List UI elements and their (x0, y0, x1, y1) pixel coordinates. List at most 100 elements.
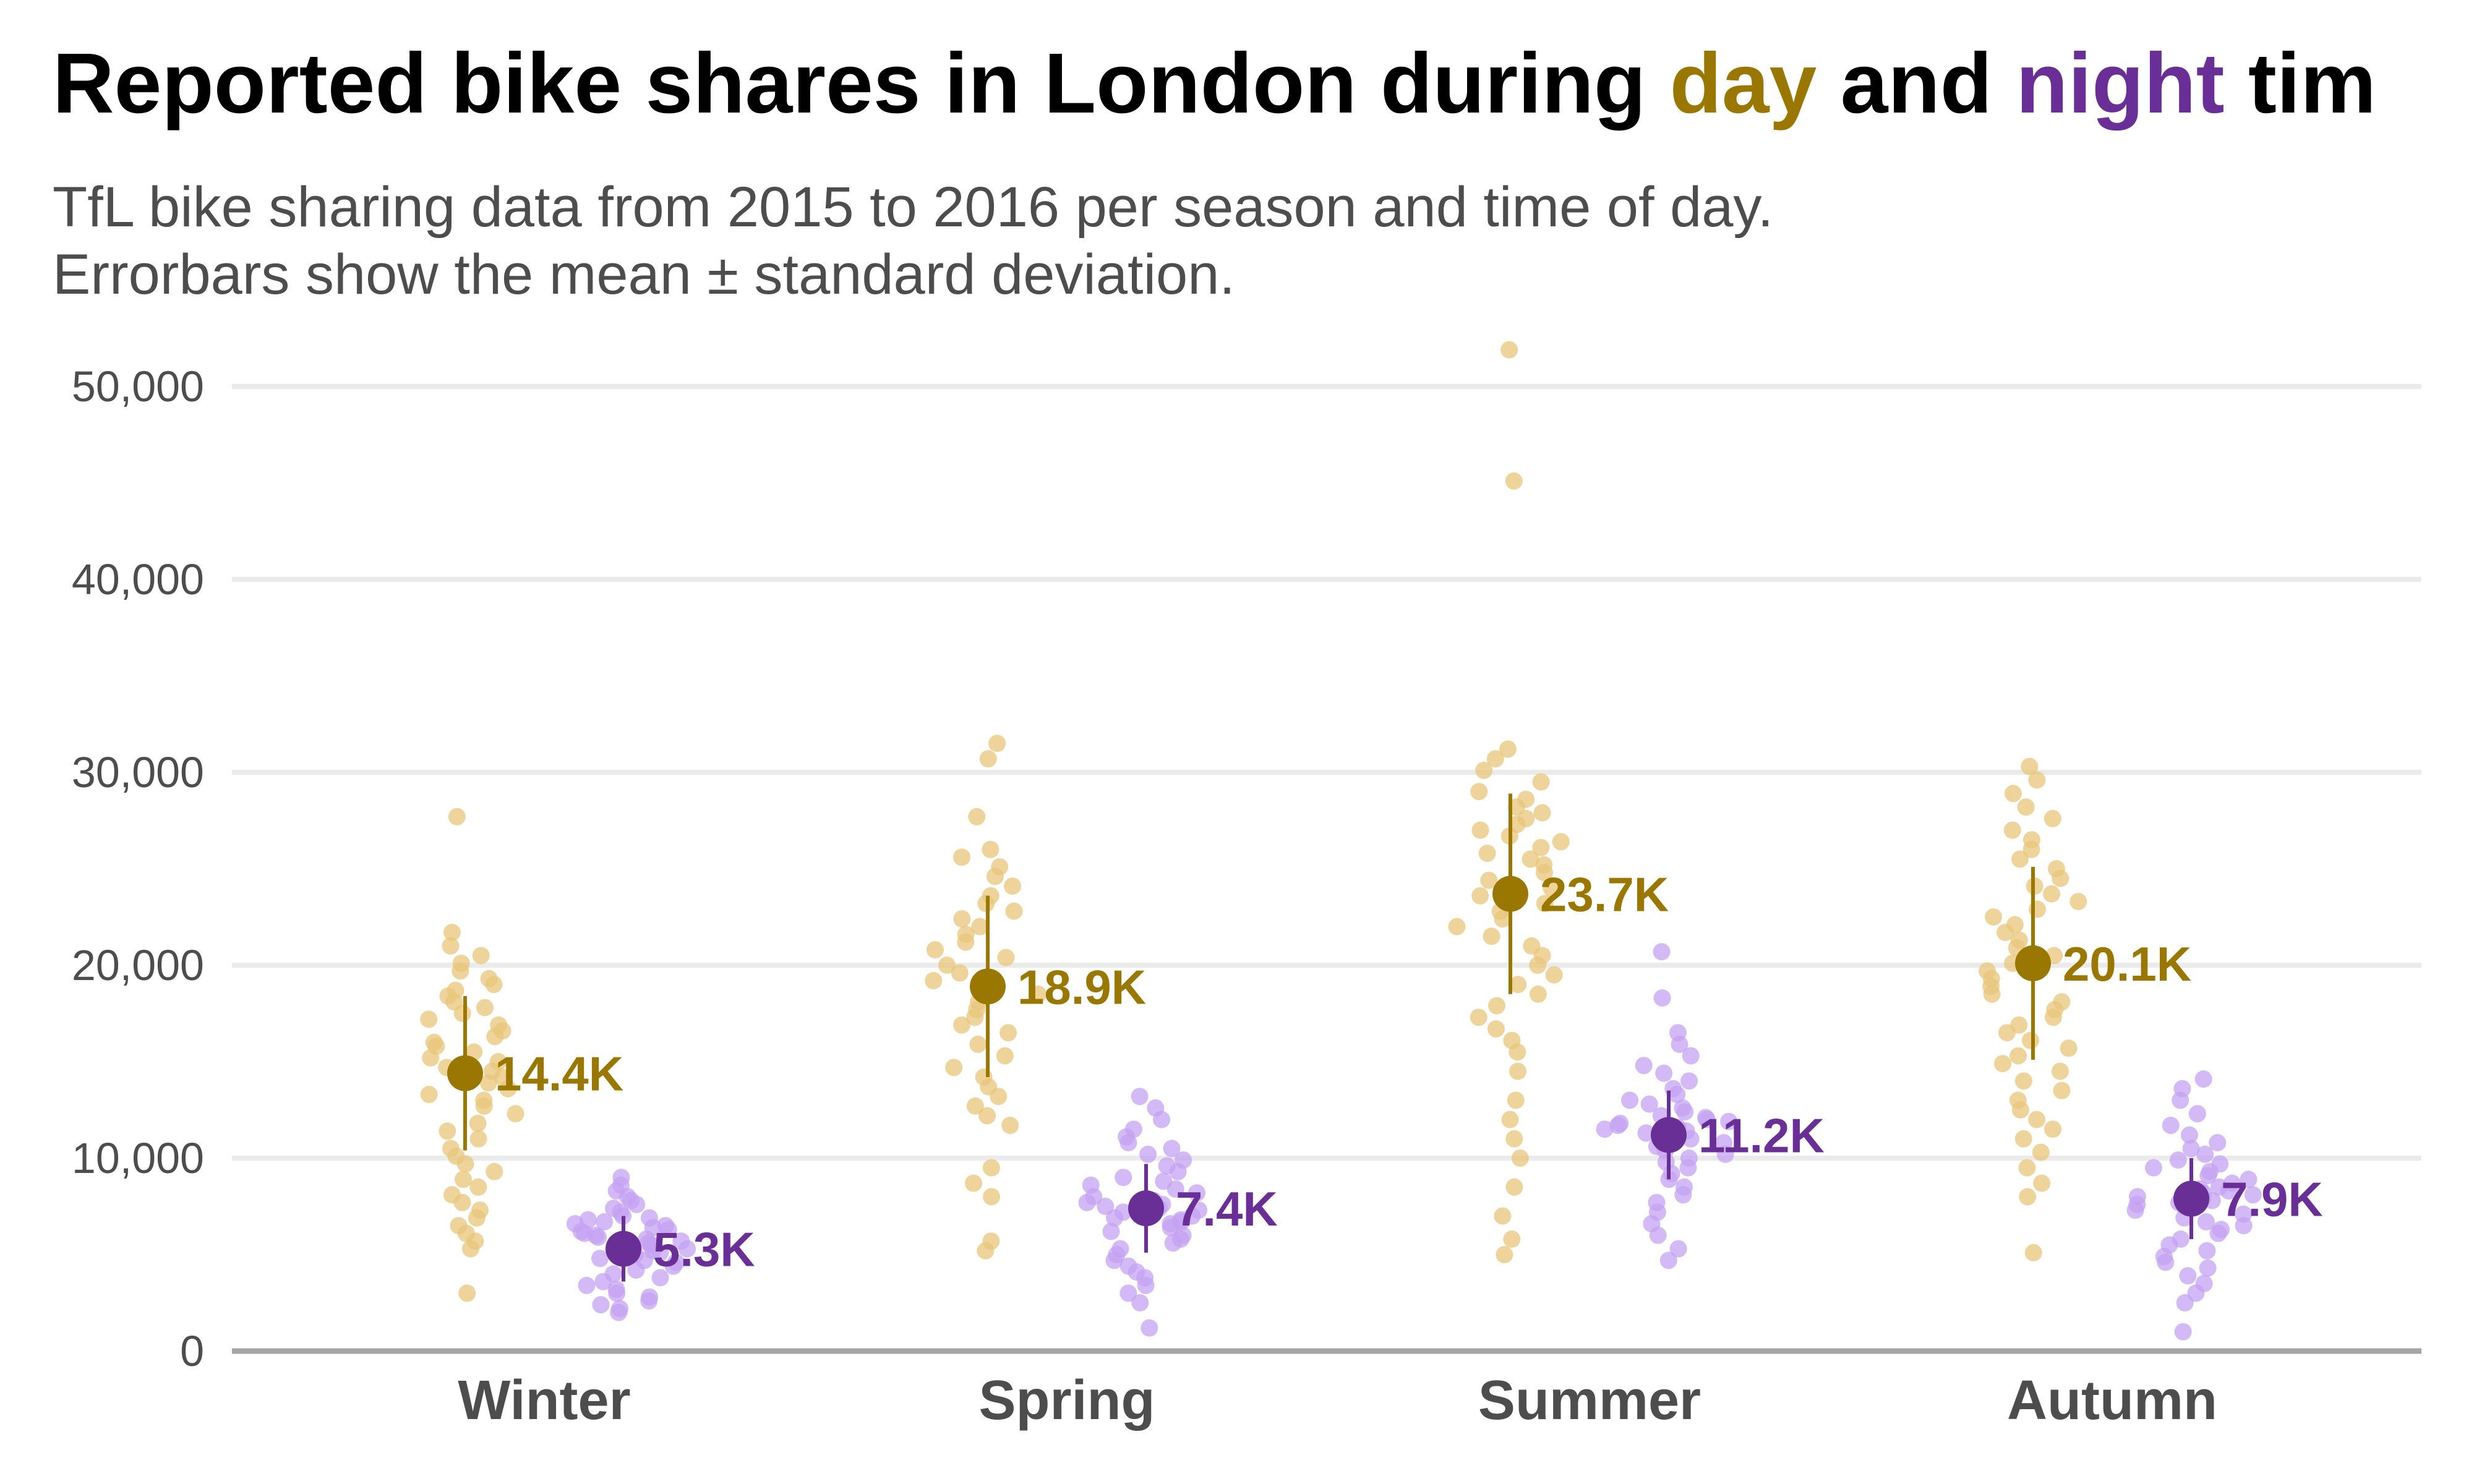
day-point (2070, 893, 2087, 910)
night-point (1680, 1072, 1698, 1090)
night-point (1097, 1198, 1115, 1215)
night-mean-label: 11.2K (1698, 1109, 1825, 1163)
plot-area: 0 10,000 20,000 30,000 40,000 50,000 Winter Spr… (72, 341, 2421, 1431)
night-point (1669, 1240, 1687, 1258)
night-point (2157, 1253, 2175, 1271)
day-point (1004, 877, 1021, 895)
day-point (1552, 833, 1570, 851)
night-point (1155, 1172, 1173, 1190)
night-point (1158, 1157, 1176, 1175)
night-point (651, 1243, 669, 1261)
night-point (1653, 989, 1671, 1007)
night-point (612, 1169, 630, 1187)
day-point (443, 924, 461, 941)
night-point (2199, 1259, 2217, 1277)
day-point (452, 954, 470, 972)
title-night-word: night (2016, 36, 2224, 131)
night-point (2182, 1140, 2200, 1158)
day-point (2024, 1243, 2042, 1261)
night-point (2174, 1323, 2192, 1341)
day-point (1475, 761, 1493, 779)
day-point (1994, 1055, 2011, 1073)
night-point (578, 1276, 596, 1294)
day-point (996, 1047, 1014, 1065)
subtitle-line-2: Errorbars show the mean ± standard devia… (53, 243, 1235, 306)
y-tick-label: 40,000 (72, 555, 204, 603)
day-point (1500, 341, 1518, 359)
day-point (999, 1024, 1017, 1042)
night-point (1124, 1120, 1142, 1138)
night-mean-point (606, 1230, 641, 1267)
day-point (1470, 783, 1488, 801)
night-point (610, 1303, 628, 1321)
day-point (1001, 1117, 1019, 1134)
day-mean-label: 18.9K (1017, 960, 1146, 1014)
day-point (2044, 809, 2061, 827)
day-point (486, 1162, 503, 1180)
night-point (1697, 1109, 1714, 1127)
night-point (2176, 1294, 2194, 1311)
day-point (1517, 790, 1535, 808)
day-point (1471, 821, 1489, 839)
day-point (2051, 1062, 2069, 1080)
night-point (1131, 1088, 1149, 1106)
night-point (2188, 1105, 2206, 1123)
day-point (1529, 985, 1547, 1003)
day-point (2043, 885, 2060, 903)
x-tick-label: Spring (979, 1370, 1155, 1431)
day-point (1005, 902, 1023, 920)
night-point (1147, 1099, 1165, 1117)
day-point (2004, 785, 2022, 803)
night-point (596, 1213, 614, 1230)
night-point (2144, 1159, 2162, 1177)
day-mean-point (1492, 876, 1528, 912)
y-tick-label: 0 (180, 1327, 204, 1375)
night-point (2162, 1117, 2180, 1134)
y-tick-label: 30,000 (72, 748, 204, 796)
day-point (1501, 1111, 1519, 1128)
day-point (1471, 887, 1489, 905)
day-point (2053, 1081, 2071, 1099)
day-point (458, 1284, 476, 1302)
night-point (592, 1296, 610, 1314)
night-point (2209, 1134, 2227, 1151)
night-point (1131, 1294, 1149, 1311)
day-point (978, 1107, 996, 1125)
day-point (439, 1122, 456, 1140)
day-point (1496, 1246, 1513, 1263)
night-point (1105, 1252, 1123, 1269)
chart-title: Reported bike shares in London during da… (53, 36, 2376, 131)
night-point (1172, 1213, 1190, 1230)
day-point (461, 1240, 479, 1258)
night-point (2196, 1145, 2214, 1163)
night-point (2179, 1267, 2197, 1285)
day-point (2032, 1143, 2050, 1161)
night-point (1635, 1057, 1653, 1075)
day-point (953, 910, 971, 928)
day-point (2014, 1072, 2032, 1090)
x-tick-label: Autumn (2007, 1370, 2217, 1431)
day-mean-label: 14.4K (495, 1047, 623, 1101)
day-point (968, 808, 986, 825)
day-point (945, 1059, 963, 1077)
night-point (1082, 1176, 1100, 1194)
night-point (641, 1209, 658, 1227)
day-point (420, 1086, 438, 1103)
y-tick-label: 20,000 (72, 941, 204, 989)
night-point (589, 1228, 607, 1246)
night-mean-label: 7.9K (2221, 1172, 2323, 1227)
day-point (953, 1016, 970, 1034)
night-point (1674, 1186, 1692, 1204)
day-point (1536, 864, 1553, 882)
day-point (1507, 1091, 1525, 1109)
day-point (2021, 757, 2039, 775)
day-point (926, 941, 944, 958)
day-point (1029, 985, 1047, 1003)
night-point (2173, 1080, 2191, 1098)
day-point (990, 1088, 1008, 1106)
day-mean-label: 23.7K (1540, 868, 1669, 922)
day-point (1517, 809, 1535, 827)
day-point (1494, 910, 1512, 928)
title-suffix: tim (2225, 36, 2376, 131)
night-point (1621, 1091, 1638, 1109)
